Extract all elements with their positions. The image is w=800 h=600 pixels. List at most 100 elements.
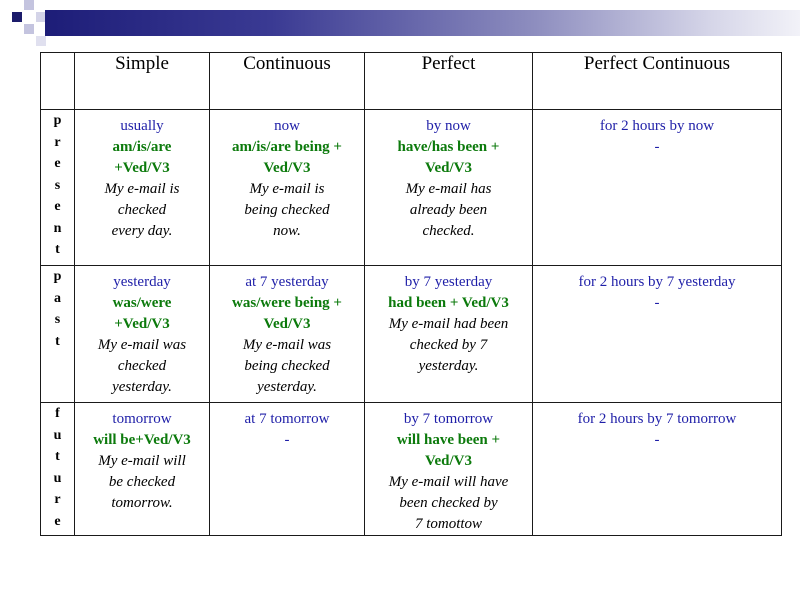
tense-formula: +Ved/V3 <box>114 160 170 176</box>
example-sentence: My e-mail will <box>98 453 186 469</box>
tense-label-letter: p <box>53 269 62 284</box>
time-marker: by 7 yesterday <box>404 274 493 290</box>
cell-future-perfect: by 7 tomorrow will have been + Ved/V3 My e-… <box>364 402 533 536</box>
tense-formula: will have been + <box>396 432 501 448</box>
tense-label-letter: a <box>54 290 61 306</box>
cell-content: for 2 hours by 7 tomorrow - <box>533 403 781 451</box>
time-marker: now <box>274 118 300 134</box>
cell-past-continuous: at 7 yesterday was/were being + Ved/V3 My e… <box>209 265 365 403</box>
example-sentence: now. <box>273 223 301 239</box>
cell-past-perfect-continuous: for 2 hours by 7 yesterday - <box>532 265 782 403</box>
cell-content: at 7 tomorrow - <box>210 403 364 451</box>
tense-formula: was/were being + <box>232 295 342 311</box>
cell-future-simple: tomorrow will be+Ved/V3 My e-mail will be c… <box>74 402 210 536</box>
tense-label-letter: s <box>54 312 61 327</box>
corner-square-dark <box>12 12 22 22</box>
example-sentence: yesterday. <box>418 358 479 374</box>
example-sentence: My e-mail was <box>97 337 187 353</box>
example-sentence: be checked <box>108 474 176 490</box>
example-sentence: checked <box>117 202 167 218</box>
tense-formula: have/has been + <box>397 139 500 155</box>
example-sentence: been checked by <box>399 495 498 511</box>
tense-label-letter: e <box>54 513 61 529</box>
tense-formula: Ved/V3 <box>425 453 472 469</box>
example-sentence: being checked <box>244 358 330 374</box>
tense-label-letter: u <box>53 470 62 486</box>
time-marker: by 7 tomorrow <box>403 411 494 427</box>
example-sentence: My e-mail had been <box>388 316 509 332</box>
cell-present-continuous: now am/is/are being + Ved/V3 My e-mail is be… <box>209 109 365 266</box>
header-perfect-continuous: Perfect Continuous <box>532 52 782 110</box>
tense-label-letter: r <box>54 134 61 150</box>
tense-label-letter: s <box>54 177 61 193</box>
corner-square-light <box>36 12 46 22</box>
example-sentence: yesterday. <box>257 379 317 395</box>
example-sentence: yesterday. <box>112 379 172 395</box>
time-marker: usually <box>120 118 164 134</box>
header-corner-cell <box>40 52 75 110</box>
example-sentence: being checked <box>244 202 330 218</box>
example-sentence: tomorrow. <box>111 495 173 511</box>
tense-label-letter: f <box>55 406 60 421</box>
corner-square-light <box>24 24 34 34</box>
tense-label-letter: p <box>53 113 62 128</box>
empty-dash: - <box>284 432 290 448</box>
header-row: Simple Continuous Perfect Perfect Contin… <box>40 52 782 110</box>
example-sentence: 7 tomottow <box>414 516 483 532</box>
cell-content: by 7 tomorrow will have been + Ved/V3 My e-… <box>365 403 532 535</box>
header-gradient-bar <box>45 10 800 36</box>
corner-square-light <box>36 36 46 46</box>
example-sentence: checked <box>117 358 167 374</box>
table-row-future: f u t u r e tomorrow will be+Ved/V3 My e-mail wi… <box>40 402 782 536</box>
tense-label-letter: t <box>55 449 60 464</box>
example-sentence: My e-mail will have <box>388 474 509 490</box>
tense-formula: Ved/V3 <box>425 160 472 176</box>
cell-present-simple: usually am/is/are +Ved/V3 My e-mail is check… <box>74 109 210 266</box>
tense-formula: was/were <box>112 295 172 311</box>
cell-future-perfect-continuous: for 2 hours by 7 tomorrow - <box>532 402 782 536</box>
empty-dash: - <box>654 139 660 155</box>
tense-formula: had been + Ved/V3 <box>388 295 509 311</box>
tenses-table: Simple Continuous Perfect Perfect Contin… <box>40 52 782 536</box>
tense-formula: am/is/are <box>112 139 172 155</box>
tense-formula: +Ved/V3 <box>114 316 170 332</box>
tense-label-letter: t <box>55 242 60 257</box>
time-marker: for 2 hours by now <box>599 118 715 134</box>
cell-content: by 7 yesterday had been + Ved/V3 My e-mail… <box>365 266 532 377</box>
header-perfect: Perfect <box>364 52 533 110</box>
corner-square-light <box>24 0 34 10</box>
example-sentence: My e-mail was <box>242 337 332 353</box>
time-marker: tomorrow <box>112 411 172 427</box>
example-sentence: checked by 7 <box>409 337 488 353</box>
example-sentence: My e-mail is <box>249 181 325 197</box>
example-sentence: already been <box>409 202 488 218</box>
tense-label-letter: u <box>53 427 62 443</box>
time-marker: at 7 yesterday <box>245 274 329 290</box>
header-simple: Simple <box>74 52 210 110</box>
table-row-past: p a s t yesterday was/were +Ved/V3 My e-mail wa… <box>40 265 782 403</box>
tense-formula: am/is/are being + <box>232 139 342 155</box>
tense-label-letter: n <box>53 220 62 236</box>
example-sentence: checked. <box>422 223 475 239</box>
empty-dash: - <box>654 432 660 448</box>
example-sentence: My e-mail is <box>104 181 180 197</box>
cell-future-continuous: at 7 tomorrow - <box>209 402 365 536</box>
cell-present-perfect-continuous: for 2 hours by now - <box>532 109 782 266</box>
tense-label-letter: t <box>55 333 60 349</box>
cell-past-perfect: by 7 yesterday had been + Ved/V3 My e-mail… <box>364 265 533 403</box>
tense-label-letter: e <box>54 199 61 214</box>
cell-content: now am/is/are being + Ved/V3 My e-mail is be… <box>210 110 364 242</box>
tense-label-letter: r <box>54 492 61 507</box>
cell-present-perfect: by now have/has been + Ved/V3 My e-mail has… <box>364 109 533 266</box>
example-sentence: My e-mail has <box>405 181 492 197</box>
tense-formula: Ved/V3 <box>263 160 311 176</box>
cell-content: by now have/has been + Ved/V3 My e-mail has… <box>365 110 532 242</box>
cell-content: at 7 yesterday was/were being + Ved/V3 My e… <box>210 266 364 398</box>
time-marker: for 2 hours by 7 tomorrow <box>577 411 737 427</box>
empty-dash: - <box>654 295 660 311</box>
tense-formula: Ved/V3 <box>263 316 311 332</box>
table-row-present: p r e s e n t usually am/is/are +Ved/V3 My e-mail … <box>40 109 782 266</box>
cell-content: tomorrow will be+Ved/V3 My e-mail will be c… <box>75 403 209 514</box>
